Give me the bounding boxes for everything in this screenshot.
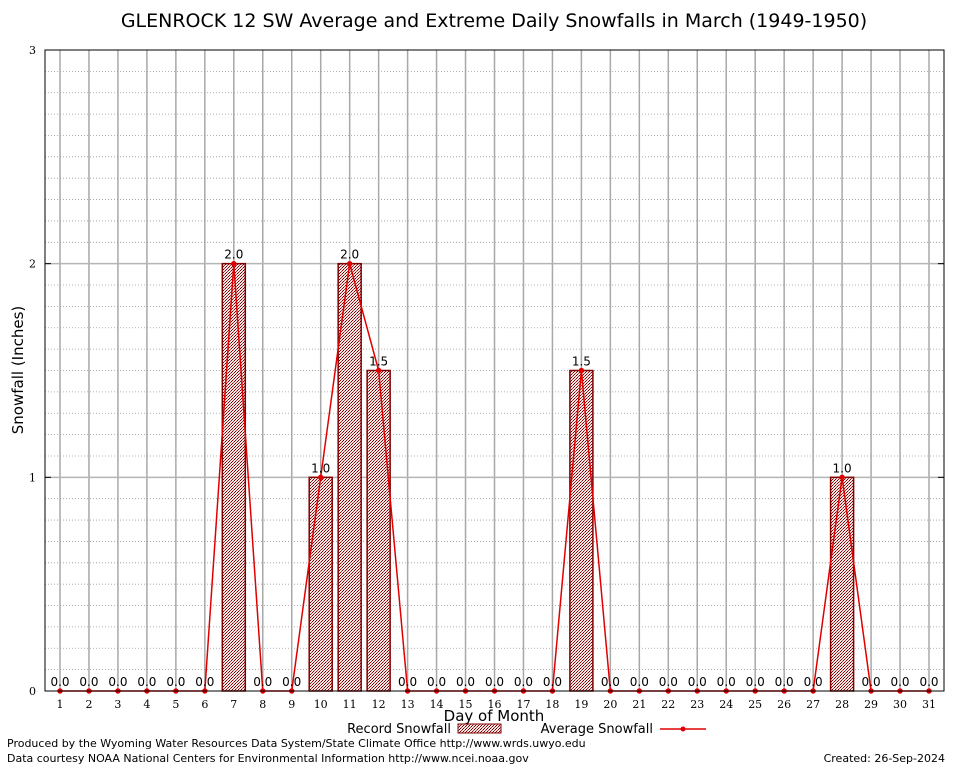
bar-value-label: 1.5 [572, 355, 591, 369]
x-tick-label: 2 [85, 698, 92, 711]
bar-value-label: 0.0 [804, 675, 823, 689]
bar-value-label: 0.0 [253, 675, 272, 689]
x-tick-label: 22 [661, 698, 675, 711]
y-tick-label: 1 [29, 471, 36, 484]
x-tick-label: 9 [288, 698, 295, 711]
footer-created: Created: 26-Sep-2024 [824, 752, 945, 765]
x-tick-label: 14 [430, 698, 444, 711]
bar-value-label: 0.0 [601, 675, 620, 689]
footer-produced-by: Produced by the Wyoming Water Resources … [7, 737, 586, 750]
bar-value-label: 0.0 [195, 675, 214, 689]
x-tick-label: 18 [545, 698, 559, 711]
bar-value-label: 0.0 [137, 675, 156, 689]
bar-value-label: 1.0 [833, 461, 852, 475]
x-tick-label: 5 [172, 698, 179, 711]
bar-value-label: 0.0 [456, 675, 475, 689]
average-snowfall-point [318, 474, 324, 481]
x-tick-label: 4 [143, 698, 150, 711]
bar-value-label: 0.0 [427, 675, 446, 689]
x-tick-label: 28 [835, 698, 849, 711]
x-tick-label: 3 [114, 698, 121, 711]
x-tick-label: 17 [516, 698, 530, 711]
x-tick-label: 23 [690, 698, 704, 711]
legend-average-snowfall-label: Average Snowfall [541, 722, 653, 737]
bar-value-label: 1.0 [311, 461, 330, 475]
bar-value-label: 1.5 [369, 355, 388, 369]
bar-value-label: 0.0 [775, 675, 794, 689]
x-tick-label: 30 [893, 698, 907, 711]
x-tick-label: 10 [314, 698, 328, 711]
bar-value-label: 0.0 [79, 675, 98, 689]
bar-value-label: 0.0 [890, 675, 909, 689]
x-tick-label: 29 [864, 698, 878, 711]
bar-value-label: 0.0 [485, 675, 504, 689]
x-tick-label: 13 [401, 698, 415, 711]
bar-value-label: 0.0 [108, 675, 127, 689]
bar-value-label: 0.0 [398, 675, 417, 689]
x-tick-label: 6 [201, 698, 208, 711]
bar-value-label: 0.0 [717, 675, 736, 689]
record-snowfall-bar [366, 369, 391, 692]
x-tick-label: 31 [922, 698, 936, 711]
plot-frame [44, 49, 945, 692]
y-axis-label: Snowfall (Inches) [9, 306, 27, 434]
x-tick-label: 11 [343, 698, 357, 711]
x-tick-label: 26 [777, 698, 791, 711]
footer-data-courtesy: Data courtesy NOAA National Centers for … [7, 752, 529, 765]
y-tick-label: 0 [29, 685, 36, 698]
bar-value-label: 0.0 [166, 675, 185, 689]
record-snowfall-bar [829, 476, 855, 692]
record-snowfall-bar [308, 476, 333, 692]
bar-value-label: 0.0 [514, 675, 533, 689]
average-snowfall-point [231, 260, 237, 267]
bar-value-label: 0.0 [862, 675, 881, 689]
bar-value-label: 0.0 [919, 675, 938, 689]
x-tick-label: 15 [459, 698, 473, 711]
average-snowfall-point [839, 474, 845, 481]
chart-title: GLENROCK 12 SW Average and Extreme Daily… [121, 10, 867, 32]
bar-value-label: 0.0 [630, 675, 649, 689]
grid-lines [45, 50, 944, 691]
legend-average-snowfall-marker [680, 726, 686, 732]
bar-value-label: 0.0 [543, 675, 562, 689]
x-axis-ticks: 1 2 3 4 5 6 7 8 9 10 11 12 13 14 15 16 17 18 19 20 21 22 23 24 2… [57, 698, 937, 711]
x-tick-label: 19 [574, 698, 588, 711]
x-tick-label: 27 [806, 698, 820, 711]
y-tick-label: 2 [29, 258, 36, 271]
x-tick-label: 20 [603, 698, 617, 711]
y-tick-label: 3 [29, 44, 36, 57]
bar-value-label: 0.0 [659, 675, 678, 689]
legend: Record Snowfall Average Snowfall [347, 722, 706, 737]
x-tick-label: 8 [259, 698, 266, 711]
record-snowfall-bar [569, 369, 594, 692]
bar-value-labels: 0.0 0.0 0.0 0.0 0.0 0.0 2.0 0.0 0.0 1.0 2.0 1.5 0.0 0… [50, 248, 938, 689]
legend-record-snowfall-label: Record Snowfall [347, 722, 451, 737]
x-axis-label: Day of Month [444, 707, 545, 725]
x-tick-label: 21 [632, 698, 646, 711]
average-snowfall-point [375, 367, 382, 374]
x-tick-label: 7 [230, 698, 237, 711]
bar-value-label: 0.0 [746, 675, 765, 689]
y-axis-ticks: 0 1 2 3 [29, 44, 944, 698]
bar-value-label: 2.0 [224, 248, 243, 262]
x-tick-label: 25 [748, 698, 762, 711]
x-tick-label: 24 [719, 698, 733, 711]
legend-record-snowfall-swatch [457, 723, 502, 734]
average-snowfall-point [578, 367, 585, 374]
x-tick-label: 1 [57, 698, 64, 711]
x-tick-label: 12 [372, 698, 386, 711]
x-tick-label: 16 [488, 698, 502, 711]
bar-value-label: 0.0 [282, 675, 301, 689]
bar-value-label: 0.0 [50, 675, 69, 689]
average-snowfall-point [346, 260, 353, 267]
bar-value-label: 0.0 [688, 675, 707, 689]
bar-value-label: 2.0 [340, 248, 359, 262]
record-snowfall-bar [221, 262, 247, 692]
